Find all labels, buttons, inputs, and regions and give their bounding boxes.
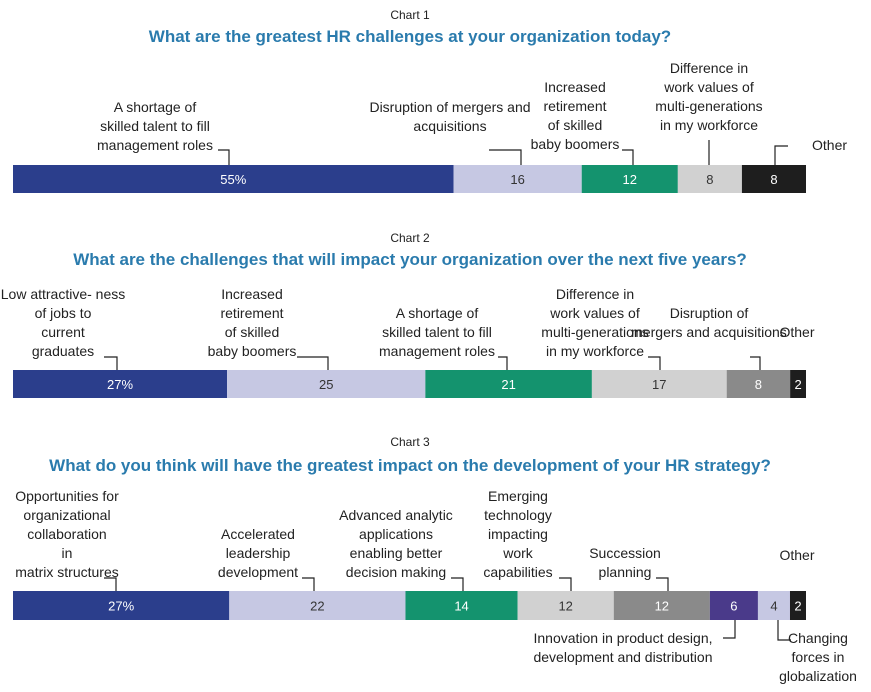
chart-caption: Chart 2 [390, 231, 430, 245]
bar-segment-other [741, 165, 806, 193]
data-label: 55% [220, 172, 246, 187]
category-label-accelerated-leadership-development: Accelerated leadership development [218, 526, 298, 580]
bar-segment-difference-in-work-values-of-multi-gener [591, 370, 727, 398]
bar-segment-opportunities-for-organizational-collabo [13, 591, 230, 620]
chart-caption: Chart 3 [390, 435, 430, 449]
bar-track: 27% 22 14 12 12 6 4 2 [13, 591, 806, 620]
category-label-increased-retirement-of-skilled-baby-boo: Increased retirement of skilled baby boomer… [208, 286, 297, 359]
leader-line [723, 620, 736, 639]
bar-segment-emerging-technology-impacting-work-capab [517, 591, 614, 620]
data-label: 27% [108, 599, 134, 614]
leader-line [559, 577, 572, 591]
bar-segment-low-attractive-ness-of-jobs-to-current-g [13, 370, 228, 398]
bar-segment-disruption-of-mergers-and-acquisitions [726, 370, 791, 398]
category-labels: A shortage of skilled talent to fill manag… [97, 60, 847, 165]
leader-line [302, 577, 315, 591]
bar-segment-advanced-analytic-applications-enabling- [405, 591, 518, 620]
category-label-disruption-of-mergers-and-acquisitions: Disruption of mergers and acquisitions [631, 305, 787, 340]
category-label-advanced-analytic-applications-enabling-: Advanced analytic applications enabling be… [339, 507, 453, 580]
category-label-innovation-in-product-design-development: Innovation in product design, development… [533, 630, 712, 665]
data-label: 2 [794, 599, 801, 614]
leader-line [656, 577, 669, 591]
data-label: 6 [730, 599, 737, 614]
data-label: 21 [501, 377, 515, 392]
category-labels: Opportunities for organizational collabora… [15, 488, 857, 684]
category-label-succession-planning: Succession planning [589, 545, 661, 580]
bar-segment-a-shortage-of-skilled-talent-to-fill-man [13, 165, 454, 193]
data-label: 12 [655, 599, 669, 614]
bar-segment-a-shortage-of-skilled-talent-to-fill-man [425, 370, 592, 398]
category-label-difference-in-work-values-of-multi-gener: Difference in work values of multi-generat… [541, 286, 648, 359]
leader-line [218, 149, 230, 165]
data-label: 8 [755, 377, 762, 392]
leader-line [648, 356, 661, 370]
bar-track: 55% 16 12 8 8 [13, 165, 806, 193]
leader-line [498, 356, 508, 370]
data-label: 17 [652, 377, 666, 392]
category-label-opportunities-for-organizational-collabo: Opportunities for organizational collabora… [15, 488, 119, 580]
data-label: 22 [310, 599, 324, 614]
chart-2: Chart 2 What are the challenges that wil… [1, 231, 815, 398]
bar-segment-changing-forces-in-globalization [757, 591, 790, 620]
bar-segment-innovation-in-product-design-development [709, 591, 758, 620]
data-label: 2 [794, 377, 801, 392]
leader-line [622, 149, 634, 165]
category-label-low-attractive-ness-of-jobs-to-current-g: Low attractive- ness of jobs to current gra… [1, 286, 126, 359]
leader-line [750, 356, 761, 370]
category-label-emerging-technology-impacting-work-capab: Emerging technology impacting work capabilit… [483, 488, 552, 580]
category-label-other: Other [779, 547, 814, 563]
bar-segment-other [790, 370, 806, 398]
bar-track: 27% 25 21 17 8 2 [13, 370, 806, 398]
category-label-other: Other [812, 137, 847, 153]
data-label: 27% [107, 377, 133, 392]
category-label-disruption-of-mergers-and-acquisitions: Disruption of mergers and acquisitions [369, 99, 530, 134]
category-label-other: Other [779, 324, 814, 340]
bar-segment-accelerated-leadership-development [229, 591, 406, 620]
bar-segment-increased-retirement-of-skilled-baby-boo [227, 370, 426, 398]
leader-line [774, 145, 788, 165]
data-label: 16 [510, 172, 524, 187]
data-label: 12 [623, 172, 637, 187]
bar-segment-succession-planning [613, 591, 710, 620]
data-label: 25 [319, 377, 333, 392]
category-label-a-shortage-of-skilled-talent-to-fill-man: A shortage of skilled talent to fill manag… [97, 99, 213, 153]
chart-title: What are the greatest HR challenges at y… [149, 27, 671, 46]
chart-title: What do you think will have the greatest… [49, 456, 771, 475]
bar-segment-difference-in-work-values-of-multi-gener [677, 165, 742, 193]
category-label-increased-retirement-of-skilled-baby-boo: Increased retirement of skilled baby boomer… [531, 79, 620, 152]
bar-segment-other [789, 591, 806, 620]
data-label: 12 [558, 599, 572, 614]
chart-title: What are the challenges that will impact… [73, 250, 747, 269]
bar-segment-increased-retirement-of-skilled-baby-boo [581, 165, 678, 193]
leader-line [297, 356, 329, 370]
leader-line [489, 149, 522, 165]
leader-line [777, 620, 791, 641]
chart-caption: Chart 1 [390, 8, 430, 22]
chart-1: Chart 1 What are the greatest HR challen… [13, 8, 847, 193]
leader-line [104, 356, 118, 370]
leader-line [451, 577, 464, 591]
data-label: 8 [770, 172, 777, 187]
bar-segment-disruption-of-mergers-and-acquisitions [453, 165, 582, 193]
category-label-difference-in-work-values-of-multi-gener: Difference in work values of multi-generat… [655, 60, 762, 133]
category-label-changing-forces-in-globalization: Changing forces in globalization [779, 630, 857, 684]
data-label: 14 [454, 599, 468, 614]
leader-line [104, 577, 117, 591]
category-label-a-shortage-of-skilled-talent-to-fill-man: A shortage of skilled talent to fill manag… [379, 305, 495, 359]
data-label: 4 [770, 599, 777, 614]
data-label: 8 [706, 172, 713, 187]
chart-3: Chart 3 What do you think will have the … [13, 435, 857, 684]
category-labels: Low attractive- ness of jobs to current gra… [1, 286, 815, 370]
